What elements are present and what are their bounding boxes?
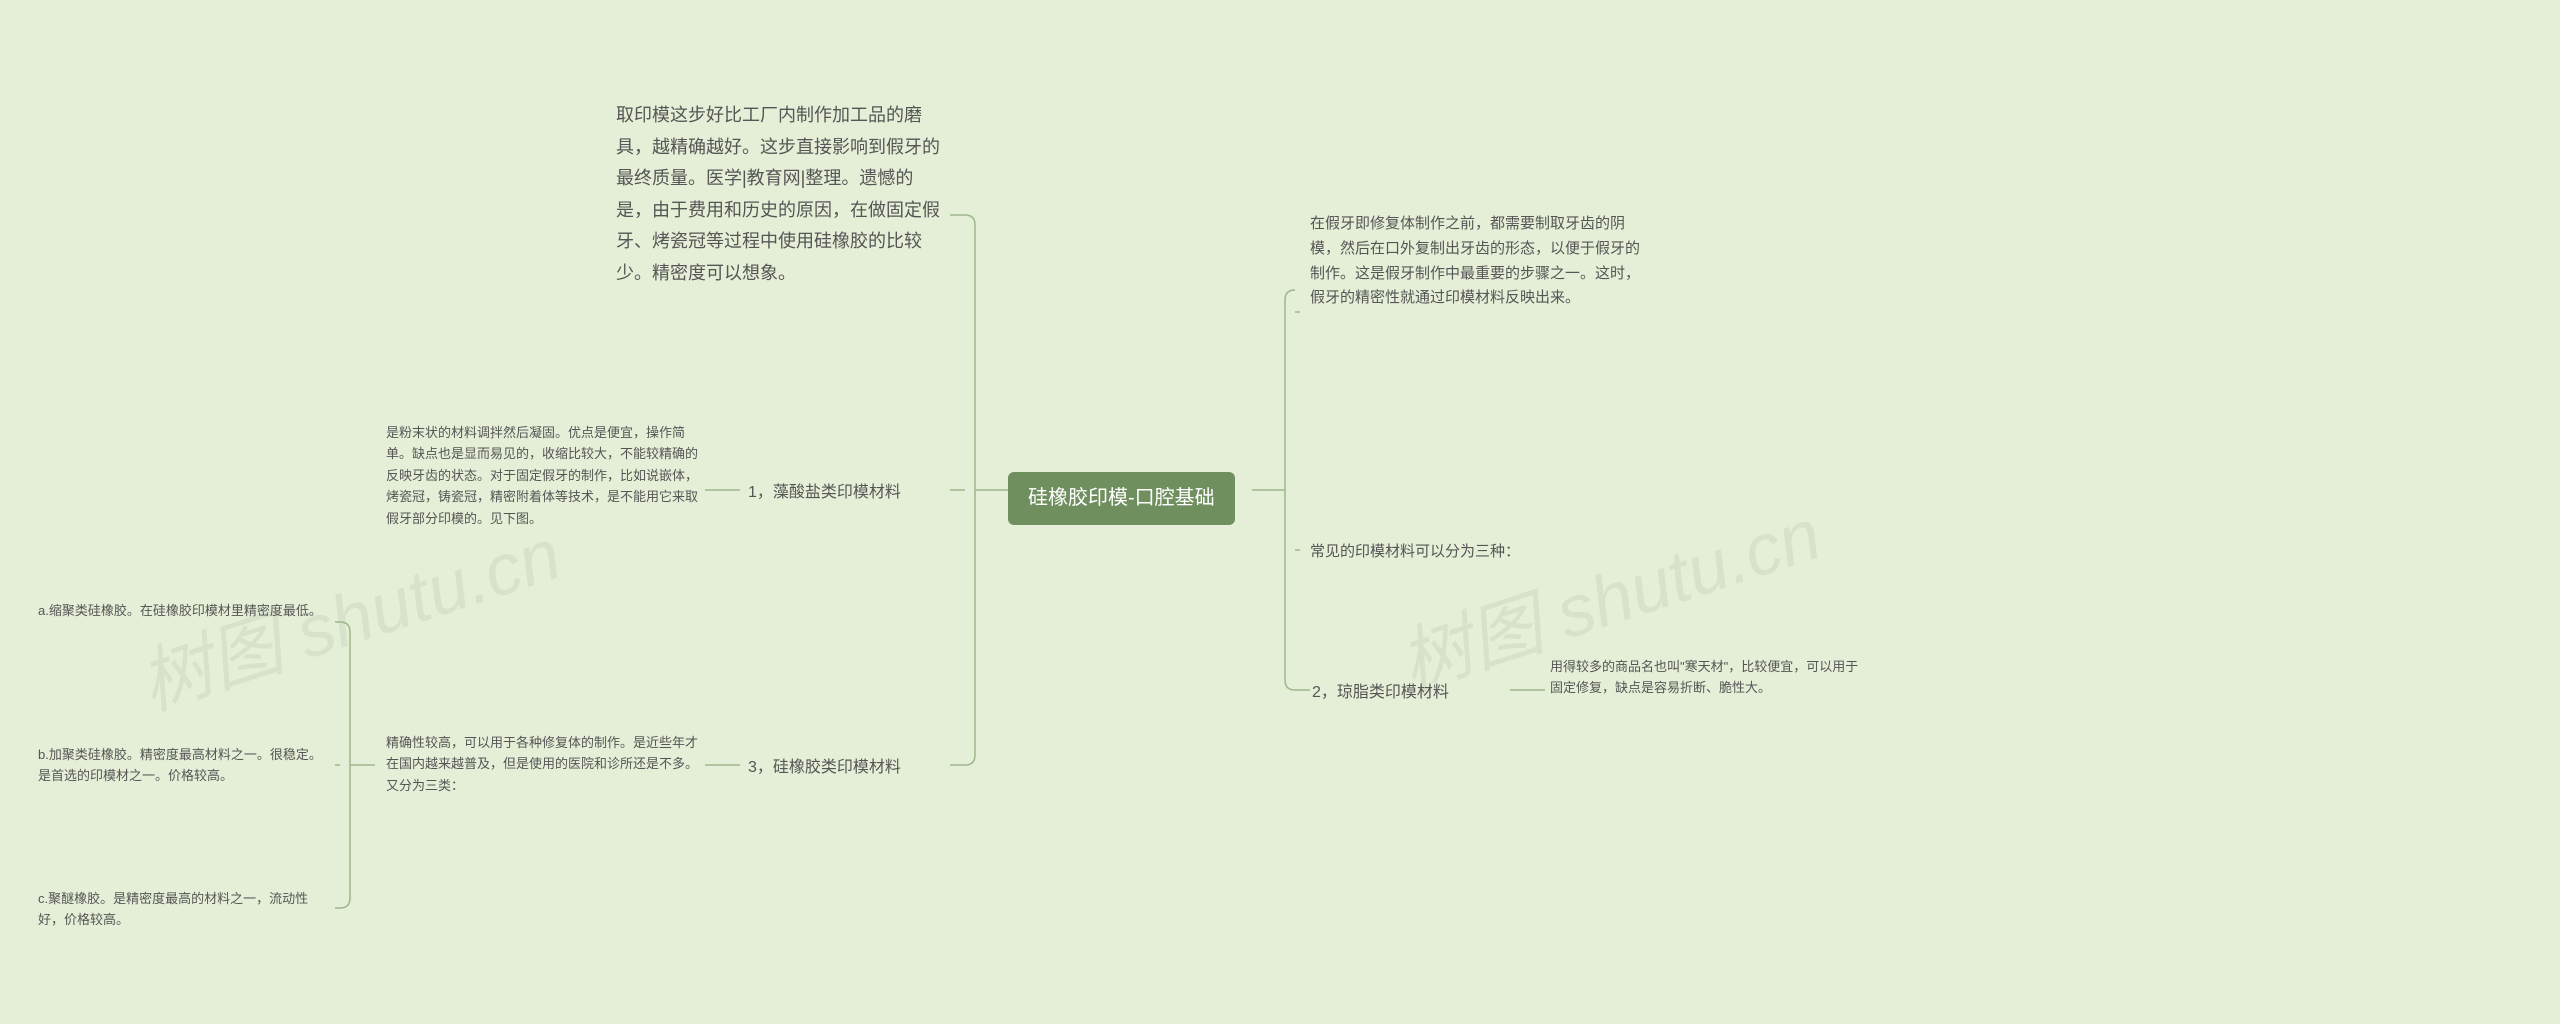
left-item3-sub-a: a.缩聚类硅橡胶。在硅橡胶印模材里精密度最低。 — [38, 600, 334, 621]
left-top-note: 取印模这步好比工厂内制作加工品的磨具，越精确越好。这步直接影响到假牙的最终质量。… — [616, 100, 948, 289]
root-node: 硅橡胶印模-口腔基础 — [1008, 472, 1235, 525]
left-item1-label: 1，藻酸盐类印模材料 — [748, 480, 901, 506]
right-intro2: 常见的印模材料可以分为三种： — [1310, 540, 1640, 565]
left-item3-desc: 精确性较高，可以用于各种修复体的制作。是近些年才在国内越来越普及，但是使用的医院… — [386, 732, 700, 796]
left-item1-desc: 是粉末状的材料调拌然后凝固。优点是便宜，操作简单。缺点也是显而易见的，收缩比较大… — [386, 422, 700, 529]
connectors — [0, 0, 2560, 1024]
right-intro1: 在假牙即修复体制作之前，都需要制取牙齿的阴模，然后在口外复制出牙齿的形态，以便于… — [1310, 212, 1640, 311]
right-item2-desc: 用得较多的商品名也叫"寒天材"，比较便宜，可以用于固定修复，缺点是容易折断、脆性… — [1550, 656, 1860, 699]
right-item2-label: 2，琼脂类印模材料 — [1312, 680, 1449, 706]
left-item3-sub-b: b.加聚类硅橡胶。精密度最高材料之一。很稳定。是首选的印模材之一。价格较高。 — [38, 744, 334, 787]
left-item3-sub-c: c.聚醚橡胶。是精密度最高的材料之一，流动性好，价格较高。 — [38, 888, 334, 931]
left-item3-label: 3，硅橡胶类印模材料 — [748, 755, 901, 781]
